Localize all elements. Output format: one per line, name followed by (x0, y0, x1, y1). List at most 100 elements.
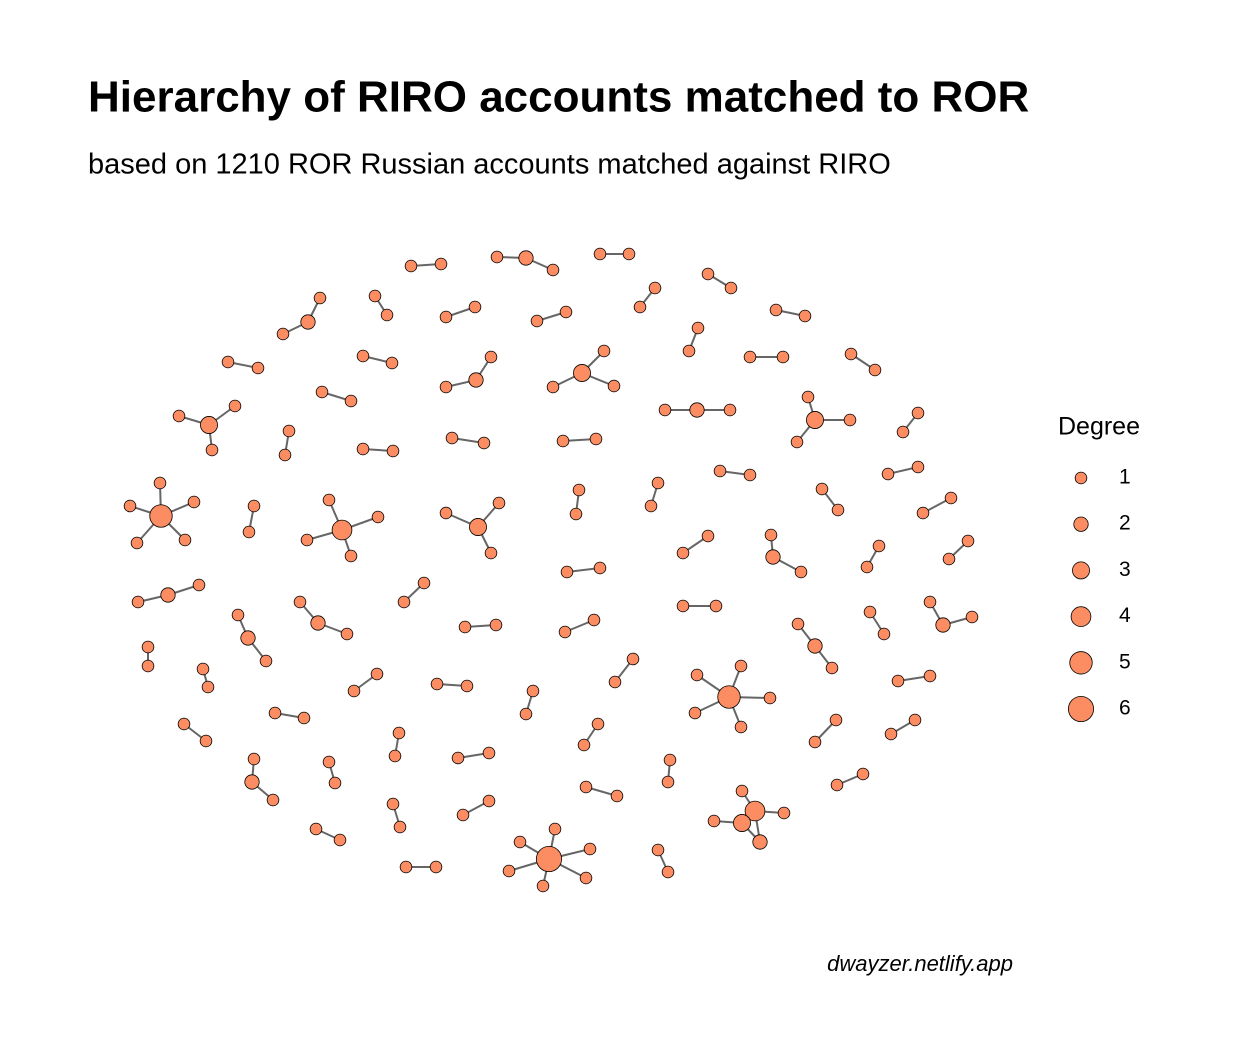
node (856, 767, 870, 781)
node (608, 675, 622, 689)
node (340, 627, 354, 641)
node (456, 808, 470, 822)
node (445, 431, 459, 445)
node (661, 865, 675, 879)
node (484, 350, 498, 364)
node (513, 835, 527, 849)
legend-key (1074, 471, 1088, 485)
legend-title: Degree (1058, 413, 1140, 441)
node (417, 576, 431, 590)
node (944, 491, 958, 505)
edges (129, 253, 973, 887)
node (556, 434, 570, 448)
node (691, 321, 705, 335)
node (734, 720, 748, 734)
node (825, 661, 839, 675)
node (808, 735, 822, 749)
node (688, 706, 702, 720)
node (247, 752, 261, 766)
node (192, 578, 206, 592)
node (573, 364, 591, 382)
chart-subtitle: based on 1210 ROR Russian accounts match… (88, 149, 891, 181)
node (315, 385, 329, 399)
node (247, 499, 261, 513)
node (743, 468, 757, 482)
legend-key (1068, 696, 1095, 723)
node (259, 654, 273, 668)
node (717, 685, 741, 709)
node (149, 504, 173, 528)
node (160, 587, 176, 603)
caption: dwayzer.netlify.app (827, 951, 1013, 976)
node (844, 347, 858, 361)
node (392, 726, 406, 740)
node (385, 356, 399, 370)
node (205, 443, 219, 457)
node (791, 617, 805, 631)
node (676, 546, 690, 560)
node (240, 630, 256, 646)
node (622, 247, 636, 261)
node (965, 610, 979, 624)
node (141, 640, 155, 654)
node (469, 518, 487, 536)
legend-label: 1 (1119, 466, 1131, 489)
node (831, 503, 845, 517)
node (713, 464, 727, 478)
node (518, 250, 534, 266)
node (404, 259, 418, 273)
node (935, 617, 951, 633)
node (388, 749, 402, 763)
node (633, 300, 647, 314)
node (661, 775, 675, 789)
node (199, 734, 213, 748)
node (709, 599, 723, 613)
legend-key (1073, 516, 1089, 532)
node (278, 448, 292, 462)
node (130, 536, 144, 550)
node (559, 305, 573, 319)
node (172, 409, 186, 423)
node (322, 755, 336, 769)
node (434, 257, 448, 271)
node (344, 394, 358, 408)
node (597, 344, 611, 358)
node (399, 860, 413, 874)
node (794, 565, 808, 579)
node (868, 363, 882, 377)
node (344, 549, 358, 563)
node (333, 833, 347, 847)
node (769, 303, 783, 317)
node (923, 669, 937, 683)
node (370, 667, 384, 681)
node (790, 435, 804, 449)
node (356, 442, 370, 456)
node (530, 314, 544, 328)
node (658, 403, 672, 417)
node (607, 379, 621, 393)
node (266, 793, 280, 807)
node (908, 713, 922, 727)
node (196, 662, 210, 676)
node (690, 668, 704, 682)
node (676, 599, 690, 613)
node (651, 476, 665, 490)
legend-label: 6 (1119, 697, 1131, 720)
node (572, 483, 586, 497)
node (877, 627, 891, 641)
legend-key (1069, 651, 1093, 675)
node (489, 618, 503, 632)
node (701, 529, 715, 543)
node (519, 707, 533, 721)
legend-key (1072, 561, 1090, 580)
node (577, 738, 591, 752)
node (313, 291, 327, 305)
node (569, 507, 583, 521)
legend-label: 5 (1119, 650, 1131, 673)
node (764, 528, 778, 542)
node (386, 797, 400, 811)
node (942, 552, 956, 566)
node (331, 519, 353, 541)
node (526, 684, 540, 698)
